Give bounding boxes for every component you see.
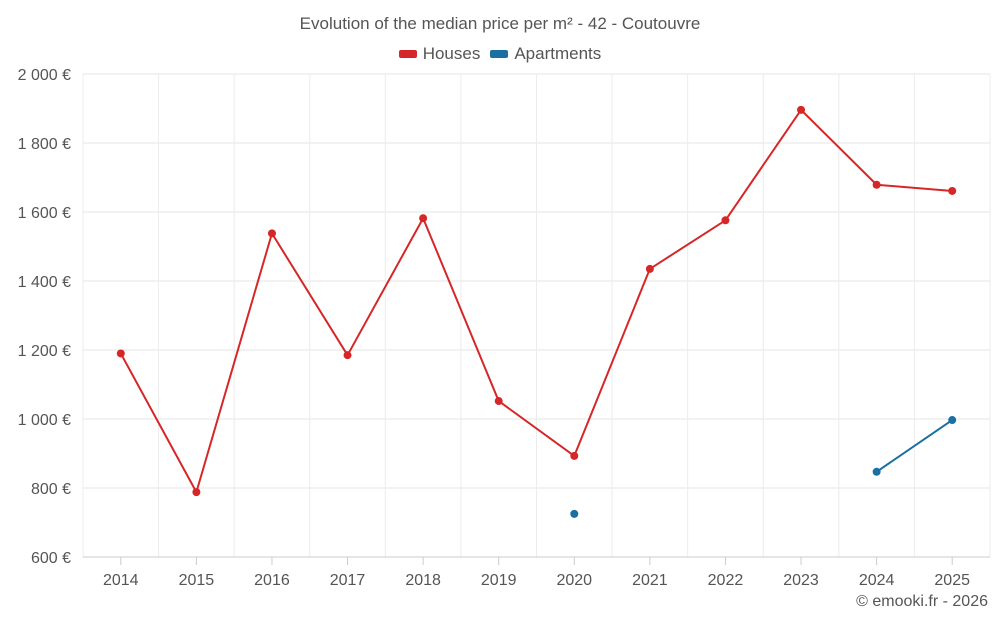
x-tick-label: 2016 bbox=[254, 572, 290, 589]
grid bbox=[82, 73, 991, 558]
x-tick-label: 2018 bbox=[405, 572, 441, 589]
legend-label-apartments: Apartments bbox=[514, 44, 602, 63]
data-point-houses bbox=[797, 105, 806, 114]
x-tick-label: 2017 bbox=[330, 572, 366, 589]
y-tick-label: 1 200 € bbox=[18, 343, 71, 360]
axes: 600 € 800 € 1 000 € 1 200 € 1 400 € 1 600 € 1 … bbox=[18, 67, 990, 589]
legend-item-apartments[interactable]: Apartments bbox=[490, 44, 601, 64]
x-tick-label: 2021 bbox=[632, 572, 668, 589]
data-point-houses bbox=[116, 349, 125, 358]
series bbox=[116, 105, 957, 518]
data-point-houses bbox=[343, 351, 352, 360]
x-tick-label: 2014 bbox=[103, 572, 139, 589]
series-line-houses bbox=[119, 108, 953, 494]
credit-text: © emooki.fr - 2026 bbox=[856, 593, 988, 610]
data-point-houses bbox=[872, 180, 881, 189]
x-tick-label: 2019 bbox=[481, 572, 517, 589]
data-point-houses bbox=[721, 216, 730, 225]
data-point-houses bbox=[645, 264, 654, 273]
data-point-apartments bbox=[872, 467, 881, 476]
data-point-apartments bbox=[570, 509, 579, 518]
x-tick-label: 2025 bbox=[934, 572, 970, 589]
legend-swatch-houses bbox=[398, 50, 417, 58]
y-tick-label: 1 800 € bbox=[18, 136, 71, 153]
x-tick-label: 2015 bbox=[179, 572, 215, 589]
legend-item-houses[interactable]: Houses bbox=[398, 44, 481, 64]
y-tick-label: 1 000 € bbox=[18, 412, 71, 429]
x-tick-label: 2024 bbox=[859, 572, 895, 589]
legend-label-houses: Houses bbox=[422, 44, 481, 63]
data-point-houses bbox=[948, 186, 957, 195]
y-tick-label: 1 600 € bbox=[18, 205, 71, 222]
data-point-apartments bbox=[948, 416, 957, 425]
data-point-houses bbox=[192, 488, 201, 497]
chart-title: Evolution of the median price per m² - 4… bbox=[299, 14, 701, 33]
y-tick-label: 1 400 € bbox=[18, 274, 71, 291]
y-tick-label: 2 000 € bbox=[18, 67, 71, 84]
x-tick-label: 2022 bbox=[708, 572, 744, 589]
data-point-houses bbox=[419, 214, 428, 223]
data-point-houses bbox=[267, 229, 276, 238]
data-point-houses bbox=[570, 451, 579, 460]
x-tick-label: 2020 bbox=[556, 572, 592, 589]
legend: Houses Apartments bbox=[0, 44, 1000, 64]
x-tick-label: 2023 bbox=[783, 572, 819, 589]
data-point-houses bbox=[494, 397, 503, 406]
legend-swatch-apartments bbox=[490, 50, 509, 58]
y-tick-label: 600 € bbox=[31, 550, 71, 567]
y-tick-label: 800 € bbox=[31, 481, 71, 498]
series-line-apartments bbox=[876, 419, 953, 473]
